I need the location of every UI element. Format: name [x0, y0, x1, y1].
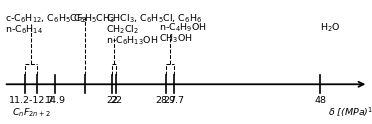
Text: H$_2$O: H$_2$O	[320, 21, 341, 34]
Text: C$_6$H$_5$CH$_3$: C$_6$H$_5$CH$_3$	[73, 12, 115, 25]
Text: 14.9: 14.9	[45, 96, 65, 105]
Text: CH$_3$OH: CH$_3$OH	[159, 33, 193, 45]
Text: n-C$_6$H$_{14}$: n-C$_6$H$_{14}$	[4, 24, 42, 36]
Text: n-C$_4$H$_9$OH: n-C$_4$H$_9$OH	[159, 21, 207, 34]
Text: $\delta$ [(MPa)$^{1/2}$]: $\delta$ [(MPa)$^{1/2}$]	[328, 106, 372, 119]
Text: 22: 22	[110, 96, 122, 105]
Text: 22: 22	[106, 96, 118, 105]
Text: CH$_2$Cl$_2$: CH$_2$Cl$_2$	[106, 24, 140, 36]
Text: 11.2-12.7: 11.2-12.7	[9, 96, 54, 105]
Text: $C_nF_{2n+2}$: $C_nF_{2n+2}$	[12, 107, 51, 119]
Text: n-C$_6$H$_{13}$OH: n-C$_6$H$_{13}$OH	[106, 35, 158, 47]
Text: 48: 48	[314, 96, 326, 105]
Text: 28.7: 28.7	[155, 96, 176, 105]
Text: CHCl$_3$, C$_6$H$_5$Cl, C$_6$H$_6$: CHCl$_3$, C$_6$H$_5$Cl, C$_6$H$_6$	[106, 12, 202, 25]
Text: c-C$_6$H$_{12}$, C$_6$H$_5$CF$_3$: c-C$_6$H$_{12}$, C$_6$H$_5$CF$_3$	[4, 12, 87, 25]
Text: 29.7: 29.7	[163, 96, 184, 105]
